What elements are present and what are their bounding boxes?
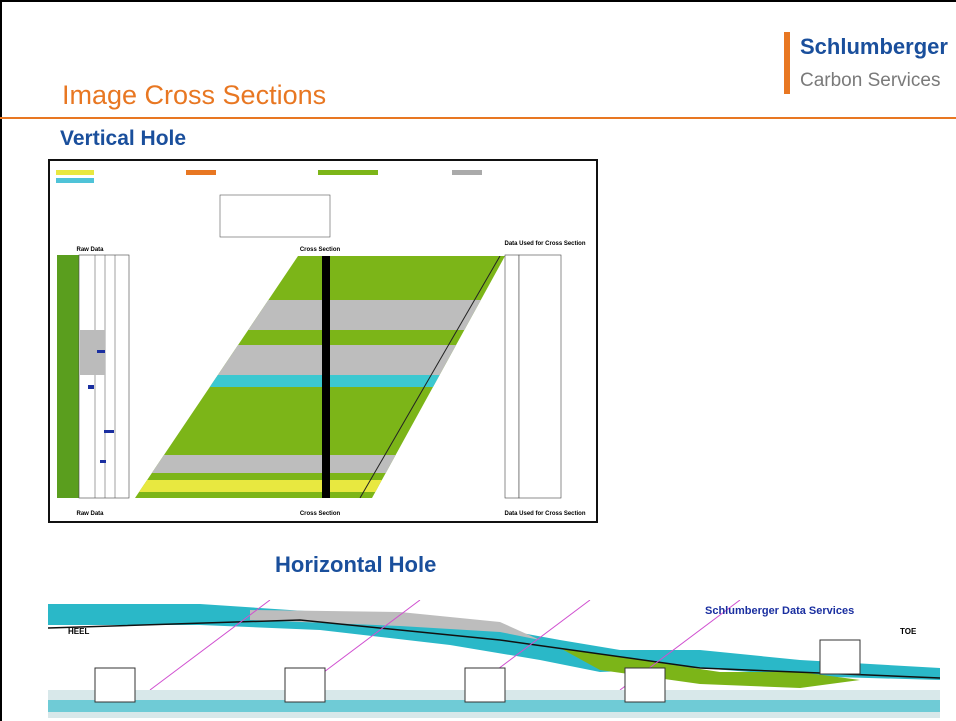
track-label: Data Used for Cross Section bbox=[504, 241, 585, 247]
section-heading: Vertical Hole bbox=[60, 127, 186, 150]
track-label: Raw Data bbox=[76, 247, 104, 253]
heel-label: HEEL bbox=[68, 627, 89, 636]
track-label: Cross Section bbox=[300, 247, 341, 253]
logo-name: Schlumberger bbox=[800, 34, 948, 59]
banner-label: Schlumberger Data Services bbox=[705, 605, 854, 617]
slide-title: Image Cross Sections bbox=[62, 80, 326, 110]
slide: Schlumberger Carbon Services Image Cross… bbox=[0, 0, 956, 721]
vertical-image: Raw Data Raw Data Cross Section Cross Se… bbox=[49, 160, 597, 522]
logo-division: Carbon Services bbox=[800, 70, 940, 91]
logo-bar bbox=[784, 32, 790, 94]
track-label: Data Used for Cross Section bbox=[504, 511, 585, 517]
track-label: Cross Section bbox=[300, 511, 341, 517]
section-heading: Horizontal Hole bbox=[275, 552, 436, 577]
horizontal-image: HEEL TOE Schlumberger Data Services bbox=[48, 600, 940, 718]
slide-canvas: Schlumberger Carbon Services Image Cross… bbox=[0, 0, 956, 721]
toe-label: TOE bbox=[900, 627, 917, 636]
track-label: Raw Data bbox=[76, 511, 104, 517]
